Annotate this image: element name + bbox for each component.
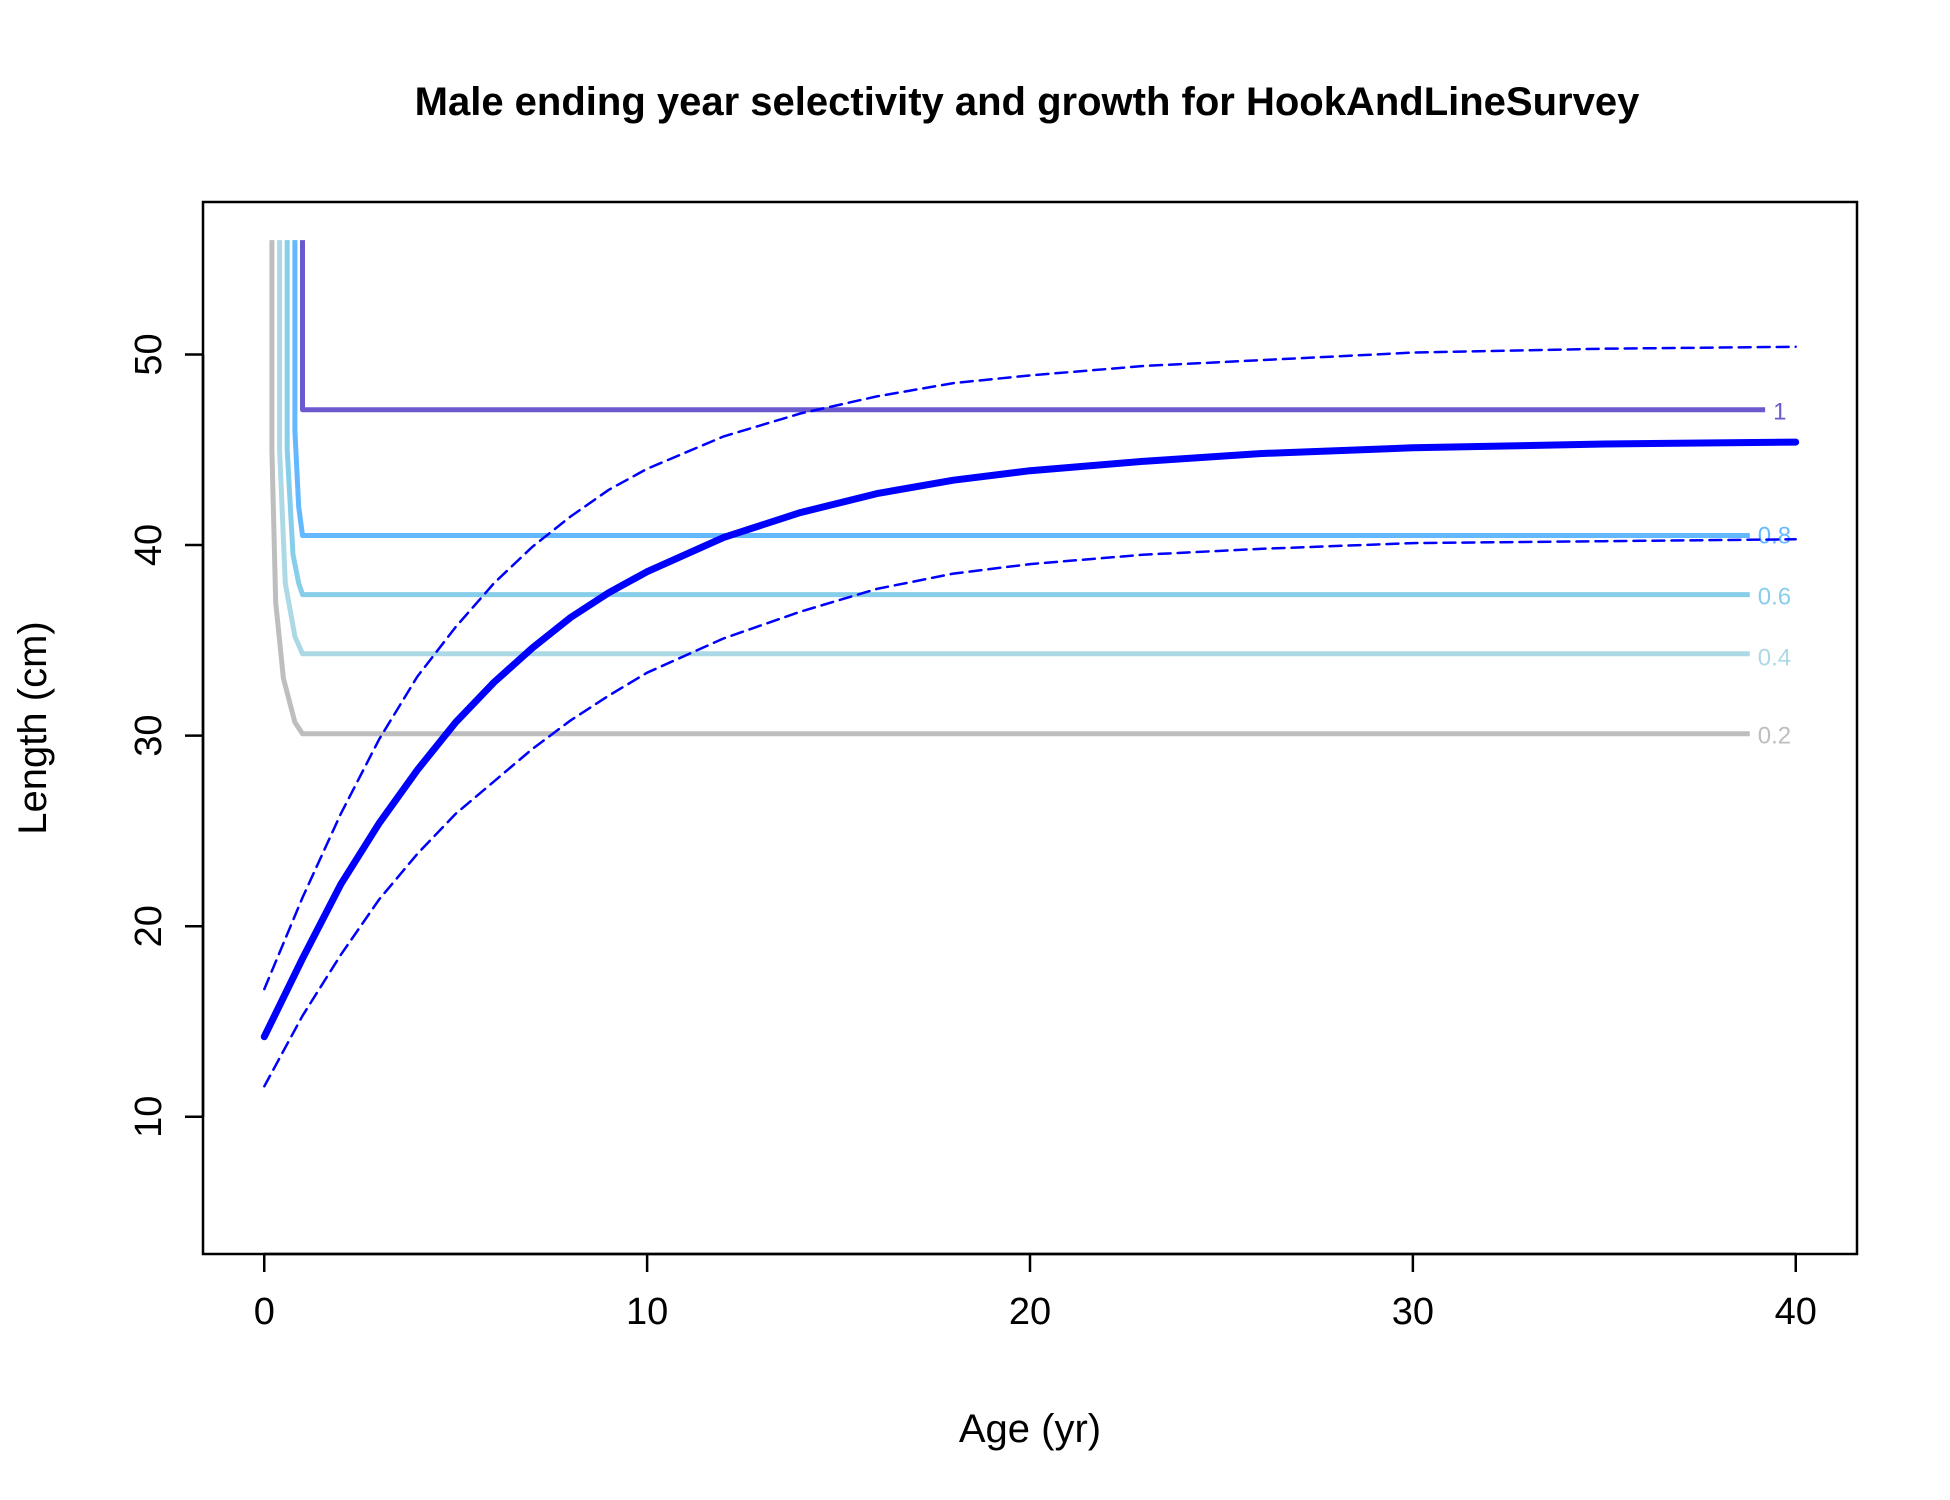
selectivity-contours: 0.2 0.4 0.6 0.8 1 <box>269 240 1791 750</box>
y-tick-label: 30 <box>128 714 170 756</box>
lower-interval-line <box>263 538 1797 1088</box>
contour-line-1 <box>300 240 1766 413</box>
contour-label-0-2: 0.2 <box>1758 723 1791 750</box>
y-tick-label: 20 <box>128 905 170 947</box>
contour-label-0-4: 0.4 <box>1758 644 1791 671</box>
x-tick-label: 20 <box>1009 1291 1051 1333</box>
y-tick-label: 40 <box>128 524 170 566</box>
y-axis-label: Length (cm) <box>11 621 55 834</box>
contour-line-0-2 <box>269 240 1750 737</box>
contour-line-0-6 <box>284 240 1750 598</box>
x-tick-label: 30 <box>1392 1291 1434 1333</box>
y-axis: 10 20 30 40 50 <box>128 333 205 1138</box>
x-tick-label: 40 <box>1775 1291 1817 1333</box>
y-tick-label: 10 <box>128 1096 170 1138</box>
x-tick-label: 0 <box>254 1291 275 1333</box>
growth-series <box>260 345 1800 1088</box>
y-tick-label: 50 <box>128 333 170 375</box>
x-axis: 0 10 20 30 40 <box>254 1252 1817 1333</box>
chart-title: Male ending year selectivity and growth … <box>415 80 1640 124</box>
mean-growth-line <box>260 438 1800 1041</box>
contour-label-0-6: 0.6 <box>1758 584 1791 611</box>
x-axis-label: Age (yr) <box>959 1407 1101 1451</box>
contour-label-1: 1 <box>1773 399 1786 426</box>
contour-line-0-4 <box>277 240 1750 657</box>
contour-label-0-8: 0.8 <box>1758 523 1791 550</box>
contour-line-0-8 <box>292 240 1750 538</box>
x-tick-label: 10 <box>626 1291 668 1333</box>
